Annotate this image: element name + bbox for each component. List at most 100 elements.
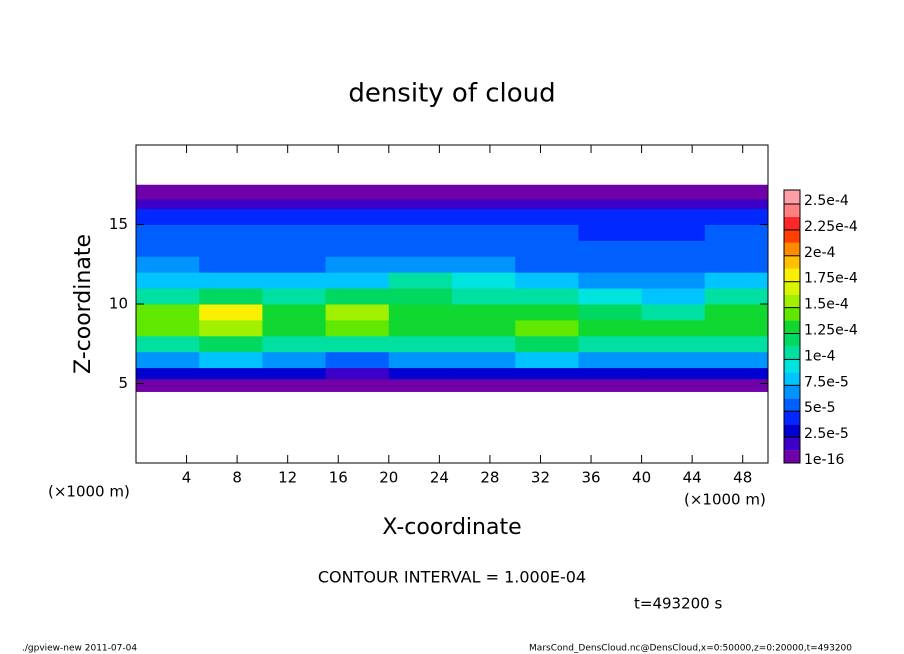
cell: [704, 378, 769, 392]
footer-left: ./gpview-new 2011-07-04: [22, 644, 137, 654]
colorbar-top-bin: [784, 190, 800, 204]
colorbar-bin: [784, 242, 800, 256]
cell: [136, 378, 200, 392]
cell: [136, 319, 200, 337]
colorbar-bin: [784, 255, 800, 269]
cell: [325, 378, 390, 392]
y-axis-title: Z-coordinate: [71, 234, 96, 374]
cell: [199, 288, 263, 305]
cell: [262, 288, 327, 305]
cell: [515, 199, 579, 210]
cell: [262, 272, 327, 289]
contour-note: CONTOUR INTERVAL = 1.000E-04: [318, 568, 586, 587]
cell: [641, 272, 706, 289]
cell: [388, 208, 453, 225]
cell: [452, 335, 516, 353]
cell: [325, 304, 390, 321]
time-note: t=493200 s: [634, 595, 722, 613]
cell: [452, 304, 516, 321]
field: [136, 184, 769, 392]
cell: [325, 199, 390, 210]
colorbar-bin: [784, 281, 800, 295]
cell: [515, 335, 579, 353]
cell: [325, 240, 390, 257]
cell: [641, 208, 706, 225]
cell: [199, 224, 263, 241]
colorbar-bin: [784, 294, 800, 308]
cell: [388, 272, 453, 289]
cell: [388, 288, 453, 305]
cell: [704, 224, 769, 241]
cell: [136, 351, 200, 369]
cell: [262, 319, 327, 337]
colorbar-bin: [784, 268, 800, 282]
cell: [452, 224, 516, 241]
colorbar-bin: [784, 372, 800, 386]
colorbar-bin: [784, 450, 800, 463]
cell: [515, 224, 579, 241]
cell: [388, 184, 453, 200]
cell: [578, 304, 643, 321]
y-unit: (×1000 m): [48, 483, 130, 501]
colorbar-bin: [784, 320, 800, 334]
cell: [262, 304, 327, 321]
cell: [578, 199, 643, 210]
cell: [262, 367, 327, 380]
colorbar-label: 2.25e-4: [804, 219, 858, 235]
cell: [641, 288, 706, 305]
colorbar-label: 7.5e-5: [804, 374, 849, 390]
cell: [704, 351, 769, 369]
colorbar-bin: [784, 346, 800, 360]
cell: [388, 335, 453, 353]
x-tick-label: 4: [182, 469, 192, 487]
cell: [704, 272, 769, 289]
cell: [262, 224, 327, 241]
x-tick-label: 44: [683, 469, 702, 487]
cell: [325, 335, 390, 353]
colorbar-bin: [784, 398, 800, 412]
colorbar-label: 5e-5: [804, 400, 835, 416]
cell: [325, 367, 390, 380]
cell: [262, 240, 327, 257]
x-tick-label: 32: [531, 469, 550, 487]
colorbar-bin: [784, 359, 800, 373]
cell: [578, 288, 643, 305]
cell: [515, 184, 579, 200]
colorbar-bin: [784, 204, 800, 217]
cell: [136, 288, 200, 305]
y-tick-label: 5: [118, 374, 128, 392]
cell: [199, 208, 263, 225]
x-tick-label: 40: [632, 469, 651, 487]
cell: [388, 319, 453, 337]
cell: [578, 335, 643, 353]
cell: [515, 351, 579, 369]
cell: [388, 351, 453, 369]
cell: [515, 256, 579, 273]
cell: [388, 199, 453, 210]
colorbar-bin: [784, 411, 800, 425]
cell: [578, 319, 643, 337]
cell: [452, 288, 516, 305]
cell: [578, 256, 643, 273]
x-tick-label: 48: [733, 469, 752, 487]
cell: [641, 335, 706, 353]
cell: [262, 378, 327, 392]
cell: [578, 367, 643, 380]
cell: [262, 351, 327, 369]
cell: [704, 240, 769, 257]
cell: [199, 304, 263, 321]
cell: [578, 272, 643, 289]
cell: [704, 319, 769, 337]
cell: [199, 272, 263, 289]
cell: [199, 184, 263, 200]
cell: [325, 208, 390, 225]
cell: [515, 272, 579, 289]
colorbar-label: 1.75e-4: [804, 271, 858, 287]
cell: [325, 184, 390, 200]
cell: [325, 319, 390, 337]
cell: [136, 224, 200, 241]
cell: [704, 335, 769, 353]
colorbar-label: 1e-16: [804, 452, 844, 468]
colorbar-label: 2e-4: [804, 245, 836, 261]
